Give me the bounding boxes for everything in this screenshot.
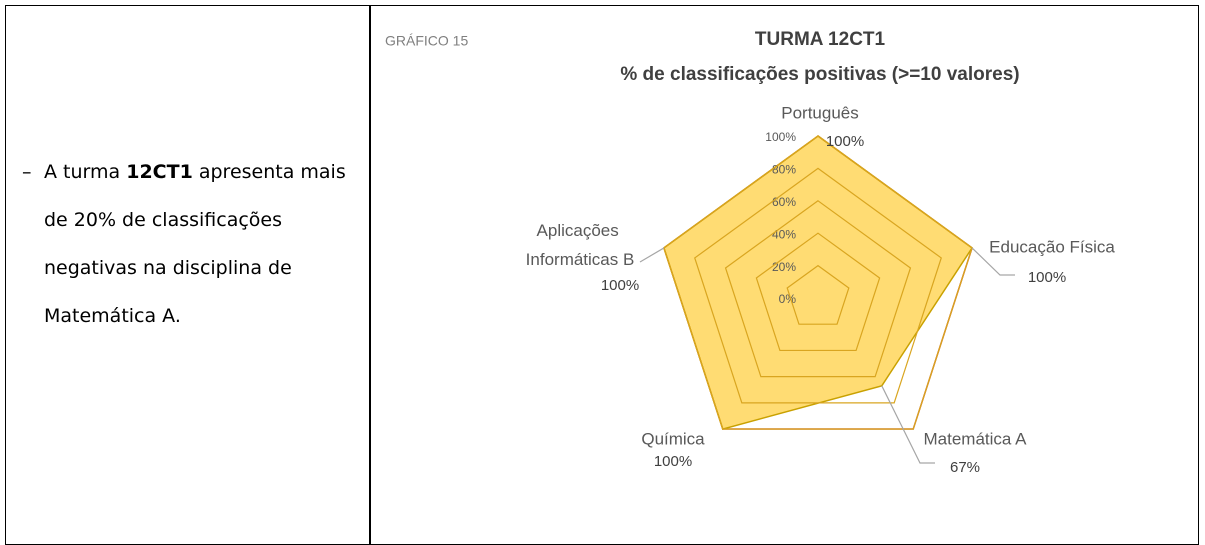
grid-ring: [724, 200, 912, 378]
chart: GRÁFICO 15 TURMA 12CT1 % de classificaçõ…: [385, 29, 1115, 476]
bold-text: 12CT1: [126, 161, 193, 183]
category-label: Aplicações Informáticas B: [526, 221, 635, 269]
chart-subtitle: % de classificações positivas (>=10 valo…: [620, 64, 1019, 85]
paragraph: – A turma 12CT1 apresenta mais de 20% de…: [22, 148, 357, 340]
y-tick-label: 60%: [772, 195, 796, 209]
value-label: 100%: [1028, 269, 1066, 286]
y-tick-label: 40%: [772, 227, 796, 241]
y-tick-label: 80%: [772, 163, 796, 177]
value-label: 100%: [826, 133, 864, 150]
grid-ring: [663, 135, 973, 430]
leader-line: [971, 247, 1015, 276]
value-label: 100%: [654, 453, 692, 470]
category-label: Química: [641, 429, 705, 448]
grid-ring: [755, 232, 881, 352]
category-label: Matemática A: [924, 429, 1028, 448]
y-tick-label: 0%: [779, 292, 797, 306]
y-tick-label: 20%: [772, 260, 796, 274]
grid-ring: [694, 167, 942, 404]
text: A turma: [44, 161, 121, 183]
chart-title: TURMA 12CT1: [755, 29, 886, 50]
leader-line: [881, 385, 935, 464]
cell-divider: [369, 5, 371, 545]
leader-line: [639, 247, 665, 263]
value-label: 100%: [601, 277, 639, 294]
radar-area: [663, 135, 974, 430]
category-label: Educação Física: [989, 237, 1115, 256]
value-label: 67%: [950, 459, 980, 476]
y-tick-label: 100%: [765, 130, 796, 144]
category-label: Português: [781, 103, 859, 122]
bullet: –: [22, 161, 32, 183]
grid-ring: [786, 264, 850, 325]
chart-caption: GRÁFICO 15: [385, 33, 468, 49]
paragraph-text: A turma 12CT1 apresenta mais de 20% de c…: [44, 148, 357, 340]
text: apresenta mais de 20% de classificações …: [44, 161, 346, 327]
